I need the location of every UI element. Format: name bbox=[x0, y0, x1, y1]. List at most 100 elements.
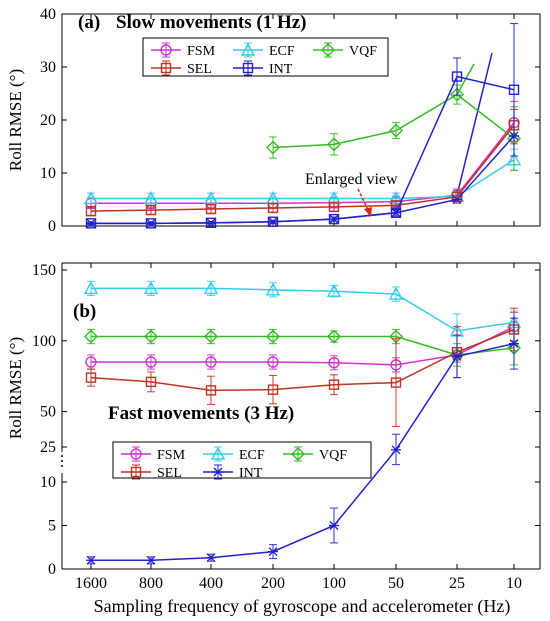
panel-b-legend: FSM ECF VQF SEL INT bbox=[112, 441, 372, 481]
panel-a-legend-marker-fsm bbox=[160, 44, 172, 56]
panel-b-xtick-label-2: 400 bbox=[199, 575, 223, 592]
panel-b-series-sel-3-line bbox=[90, 328, 515, 392]
panel-b-series-int-4-point-7-c bbox=[509, 339, 519, 349]
panel-b-series-ecf-1-point-2 bbox=[203, 280, 219, 295]
panel-b-series-fsm-0-point-2 bbox=[205, 356, 217, 368]
panel-a-series-vqf-2-point-3 bbox=[266, 140, 280, 155]
panel-a-legend-box bbox=[142, 37, 389, 77]
panel-a-series-ecf-1-line bbox=[91, 159, 515, 200]
panel-b-series-ecf-1-line bbox=[91, 287, 515, 332]
panel-a-series-int-5-point-2 bbox=[206, 218, 216, 228]
panel-b-series-vqf-2-point-2 bbox=[204, 329, 218, 344]
panel-b-series-ecf-1-point-0 bbox=[83, 280, 99, 295]
panel-b-series-sel-3-point-3 bbox=[267, 384, 279, 395]
panel-b-series-int-4-point-5 bbox=[391, 445, 401, 455]
panel-b-legend-label-fsm: FSM bbox=[157, 448, 186, 463]
panel-a-series-int-5-point-4 bbox=[329, 214, 339, 224]
panel-b-xtick-label-7: 10 bbox=[506, 575, 522, 592]
panel-a-series-int-5-point-7 bbox=[509, 131, 519, 141]
panel-b-series-int-4-point-1 bbox=[146, 555, 156, 565]
panel-a-ytick-label-4: 40 bbox=[40, 6, 56, 23]
panel-b-series-sel-3-point-1 bbox=[145, 376, 157, 388]
panel-a-series-sel-3-point-0 bbox=[85, 205, 97, 217]
panel-b-xlabel: Sampling frequency of gyroscope and acce… bbox=[94, 596, 511, 617]
panel-b-series-vqf-2-point-1 bbox=[144, 329, 158, 344]
panel-b-ytick-label-lower-2: 10 bbox=[40, 474, 56, 491]
panel-b-ytick-label-upper-2: 100 bbox=[32, 333, 56, 350]
panel-b-ytick-label-upper-0: 25 bbox=[40, 439, 56, 456]
panel-a-series-int-5-point-0-c bbox=[86, 218, 96, 228]
panel-b-legend-box bbox=[112, 441, 372, 479]
panel-b-series-vqf-2-point-4 bbox=[327, 329, 341, 344]
panel-b-series-ecf-1-point-4 bbox=[326, 283, 342, 297]
panel-a-series-int-5-point-7-c bbox=[509, 131, 519, 141]
panel-a-legend-label-ecf: ECF bbox=[269, 44, 295, 59]
panel-b-series-int-4-point-4 bbox=[329, 521, 339, 530]
panel-a-series-int-5-point-0 bbox=[86, 218, 96, 228]
panel-a-series-vqf-2-line bbox=[272, 93, 515, 149]
panel-b-series-int-4-line bbox=[91, 342, 515, 562]
panel-b-series-fsm-0-point-1 bbox=[145, 356, 157, 368]
panel-a-title: Slow movements (1 Hz) bbox=[116, 12, 307, 33]
panel-b: 25 50 100 150 0 5 10 1600 800 400 200 100 50 25 10 Roll… bbox=[6, 262, 541, 617]
panel-a-series-ecf-1-point-1 bbox=[143, 190, 159, 205]
panel-b-legend-marker-ecf bbox=[210, 446, 226, 460]
panel-a-legend-label-fsm: FSM bbox=[187, 44, 216, 59]
panel-b-series-fsm-0-point-4 bbox=[328, 357, 340, 369]
panel-a: 0 10 20 30 40 Roll RMSE (°) (a) Slow movements … bbox=[6, 6, 541, 235]
panel-b-series-vqf-2-line bbox=[91, 335, 515, 356]
panel-a-legend-label-int: INT bbox=[269, 62, 293, 77]
panel-b-series-fsm-0-point-0 bbox=[85, 356, 97, 368]
panel-a-legend-label-vqf: VQF bbox=[349, 44, 377, 59]
panel-b-ylabel: Roll RMSE (°) bbox=[6, 337, 25, 439]
panel-a-series-int-5-point-5 bbox=[391, 208, 401, 218]
panel-a-legend-marker-ecf bbox=[240, 42, 256, 56]
panel-b-series-int-4-point-7 bbox=[509, 339, 519, 349]
panel-b-legend-marker-int-c bbox=[213, 467, 223, 477]
panel-a-series-int-5-point-1-c bbox=[146, 218, 156, 228]
panel-b-series-ecf-1-point-1 bbox=[143, 280, 159, 295]
panel-a-series-int-5-line bbox=[91, 135, 515, 225]
panel-b-series-ecf-1-point-5 bbox=[388, 286, 404, 300]
panel-b-legend-marker-sel bbox=[130, 466, 142, 478]
panel-b-series-int-4-point-6-c bbox=[452, 351, 462, 361]
panel-b-xtick-label-0: 1600 bbox=[75, 575, 107, 592]
panel-a-series-sel-3-point-2 bbox=[205, 203, 217, 215]
panel-b-legend-marker-vqf bbox=[291, 447, 305, 461]
panel-b-ytick-label-upper-3: 150 bbox=[32, 262, 56, 279]
panel-b-series-int-4-point-1-c bbox=[146, 555, 156, 565]
panel-a-series-vqf-2-point-6 bbox=[450, 87, 464, 102]
panel-a-series-ecf-1-point-2 bbox=[203, 190, 219, 205]
panel-a-series-sel-3-point-3 bbox=[267, 202, 279, 214]
panel-b-series-sel-3-point-5 bbox=[390, 377, 402, 388]
panel-b-series-int-4-point-3 bbox=[268, 547, 278, 557]
panel-b-legend-label-vqf: VQF bbox=[319, 448, 347, 463]
panel-a-label: (a) bbox=[78, 12, 100, 33]
panel-b-legend-label-ecf: ECF bbox=[239, 448, 265, 463]
panel-b-xtick-label-3: 200 bbox=[261, 575, 285, 592]
panel-b-series-int-4-point-3-c bbox=[268, 547, 278, 557]
panel-b-legend-label-sel: SEL bbox=[157, 466, 182, 481]
panel-a-ytick-label-0: 0 bbox=[48, 218, 56, 235]
panel-b-series-sel-3-point-0 bbox=[85, 372, 97, 383]
panel-a-annotation-arrowhead bbox=[364, 207, 372, 217]
panel-a-series-sel-3-line bbox=[90, 124, 515, 212]
panel-a-ytick-label-3: 30 bbox=[40, 59, 56, 76]
panel-a-series-fsm-0-line bbox=[91, 122, 515, 204]
panel-b-series-sel-3-point-4 bbox=[328, 379, 340, 390]
panel-a-zoom-guide-int bbox=[456, 52, 493, 196]
panel-a-series-int-5-point-2-c bbox=[206, 218, 216, 228]
panel-a-series-sel-3-point-1 bbox=[145, 204, 157, 216]
panel-b-series-int-4-point-2 bbox=[206, 553, 216, 563]
panel-b-xtick-label-6: 25 bbox=[449, 575, 465, 592]
panel-b-title: Fast movements (3 Hz) bbox=[108, 403, 294, 424]
panel-a-series-int-4-point-7 bbox=[508, 84, 520, 95]
panel-b-series-int-4-point-2-c bbox=[206, 553, 216, 563]
panel-b-series-vqf-2-point-3 bbox=[266, 329, 280, 344]
panel-b-series-ecf-1-point-3 bbox=[265, 282, 281, 296]
panel-b-legend-marker-int bbox=[213, 467, 223, 477]
panel-b-xtick-label-5: 50 bbox=[388, 575, 404, 592]
panel-b-series-int-4-point-5-c bbox=[391, 445, 401, 455]
panel-a-legend-marker-int bbox=[242, 62, 254, 74]
